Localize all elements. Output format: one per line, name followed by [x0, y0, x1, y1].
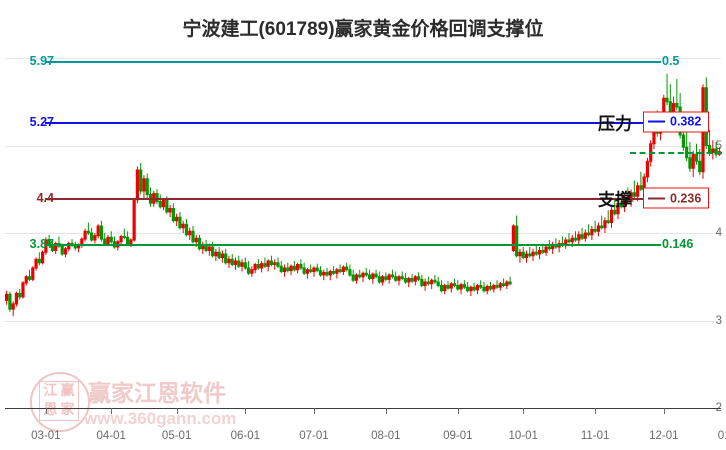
- level-0.382-left-label: 5.27: [29, 114, 54, 129]
- watermark-brand: 赢家江恩软件: [88, 381, 226, 407]
- callout-dash-icon: [648, 120, 665, 123]
- level-0.5-line: [45, 61, 661, 63]
- x-axis-tick-label: 08-01: [371, 430, 401, 442]
- gridline-top: [5, 58, 721, 59]
- level-0.146-left-label: 3.87: [29, 237, 54, 252]
- level-0.382-annotation: 压力: [598, 114, 632, 135]
- level-0.236-line: [45, 198, 661, 200]
- x-axis-tick-mark: [314, 408, 315, 414]
- x-axis-tick-mark: [664, 408, 665, 414]
- level-0.5-left-label: 5.97: [29, 53, 54, 68]
- x-axis-tick-label: 01-01: [717, 430, 726, 442]
- x-axis-tick-label: 04-01: [96, 430, 126, 442]
- level-0.236-callout-box[interactable]: 0.236: [643, 187, 710, 209]
- level-0.236-left-label: 4.4: [36, 191, 54, 205]
- gridline-y: [5, 146, 721, 147]
- level-0.236-annotation: 支撑: [598, 190, 632, 211]
- x-axis-tick-mark: [523, 408, 524, 414]
- callout-dash-icon: [648, 197, 665, 199]
- y-axis-tick-label: 5: [715, 139, 722, 152]
- x-axis-tick-mark: [46, 408, 47, 414]
- y-axis-tick-label: 3: [715, 314, 722, 327]
- level-0.236-ratio-label: 0.236: [670, 191, 702, 205]
- x-axis-tick-mark: [386, 408, 387, 414]
- x-axis-tick-label: 05-01: [161, 430, 192, 442]
- projection-line: [630, 152, 722, 154]
- x-axis-tick-mark: [458, 408, 459, 414]
- x-axis-tick-mark: [177, 408, 178, 414]
- x-axis-tick-label: 12-01: [649, 430, 679, 442]
- x-axis-tick-label: 09-01: [443, 430, 473, 442]
- y-axis-tick-label: 4: [715, 227, 722, 239]
- level-0.382-callout-box[interactable]: 0.382: [643, 111, 710, 133]
- level-0.146-right-label: 0.146: [662, 237, 694, 252]
- x-axis-tick-mark: [111, 408, 112, 414]
- x-axis-tick-mark: [245, 408, 246, 414]
- level-0.382-line: [45, 122, 661, 124]
- x-axis-tick-label: 10-01: [508, 430, 538, 442]
- x-axis-tick-label: 07-01: [299, 430, 329, 442]
- watermark-url: www.360gann.com: [84, 409, 237, 428]
- gridline-y: [5, 321, 721, 322]
- gridline-y: [5, 233, 721, 234]
- x-axis-tick-label: 06-01: [230, 430, 261, 442]
- x-axis-tick-label: 11-01: [580, 430, 610, 442]
- x-axis-line: [5, 408, 721, 409]
- watermark-seal-icon: 江赢恩家: [30, 372, 90, 432]
- chart-title: 宁波建工(601789)赢家黄金价格回调支撑位: [182, 19, 544, 40]
- level-0.5-right-label: 0.5: [662, 53, 680, 68]
- level-0.382-ratio-label: 0.382: [670, 114, 702, 129]
- x-axis-tick-mark: [595, 408, 596, 414]
- level-0.146-line: [45, 244, 661, 246]
- x-axis-tick-label: 03-01: [31, 430, 61, 442]
